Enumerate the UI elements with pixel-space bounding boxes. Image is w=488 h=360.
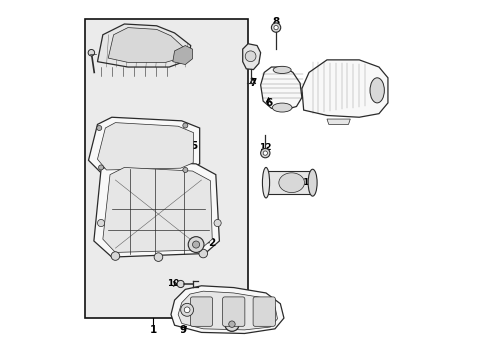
Circle shape [263, 151, 267, 155]
Polygon shape [260, 67, 301, 110]
Circle shape [214, 220, 221, 226]
Polygon shape [88, 117, 199, 173]
Polygon shape [94, 160, 219, 257]
Text: 6: 6 [264, 98, 272, 108]
Circle shape [183, 167, 187, 172]
Circle shape [97, 220, 104, 226]
Text: 11: 11 [297, 178, 309, 187]
Text: 10: 10 [166, 279, 179, 288]
Circle shape [97, 126, 102, 131]
Ellipse shape [307, 169, 317, 196]
Circle shape [260, 148, 269, 158]
Ellipse shape [262, 167, 269, 198]
Circle shape [180, 303, 193, 316]
Text: 2: 2 [208, 238, 215, 248]
Circle shape [183, 123, 187, 128]
Polygon shape [171, 286, 284, 333]
Circle shape [184, 307, 190, 313]
FancyBboxPatch shape [190, 297, 212, 326]
Polygon shape [97, 24, 190, 67]
Polygon shape [242, 44, 260, 69]
Circle shape [273, 26, 278, 30]
FancyBboxPatch shape [222, 297, 244, 326]
Circle shape [244, 51, 255, 62]
Polygon shape [108, 28, 183, 62]
Circle shape [154, 253, 163, 261]
Text: 7: 7 [248, 78, 256, 88]
FancyBboxPatch shape [253, 297, 275, 326]
Circle shape [99, 165, 103, 170]
Circle shape [199, 249, 207, 258]
Polygon shape [326, 119, 349, 125]
Circle shape [88, 49, 94, 56]
Ellipse shape [369, 78, 384, 103]
Text: 9: 9 [179, 325, 186, 335]
Ellipse shape [273, 66, 290, 73]
Bar [85, 19, 247, 318]
Polygon shape [172, 45, 192, 64]
Circle shape [192, 241, 199, 248]
Circle shape [224, 317, 239, 331]
Text: 1: 1 [149, 325, 156, 335]
Text: 5: 5 [190, 141, 198, 151]
Circle shape [111, 252, 120, 260]
Bar [265, 171, 312, 194]
Circle shape [228, 321, 235, 327]
Circle shape [271, 23, 280, 32]
Polygon shape [301, 60, 387, 117]
Polygon shape [97, 123, 193, 170]
Circle shape [177, 280, 184, 288]
Text: 4: 4 [170, 41, 178, 50]
Ellipse shape [278, 173, 304, 193]
Ellipse shape [272, 103, 291, 112]
Polygon shape [102, 167, 212, 252]
Text: 3: 3 [239, 319, 246, 329]
Text: 12: 12 [259, 143, 271, 152]
Circle shape [188, 237, 203, 252]
Text: 8: 8 [272, 17, 279, 27]
Polygon shape [178, 291, 277, 330]
